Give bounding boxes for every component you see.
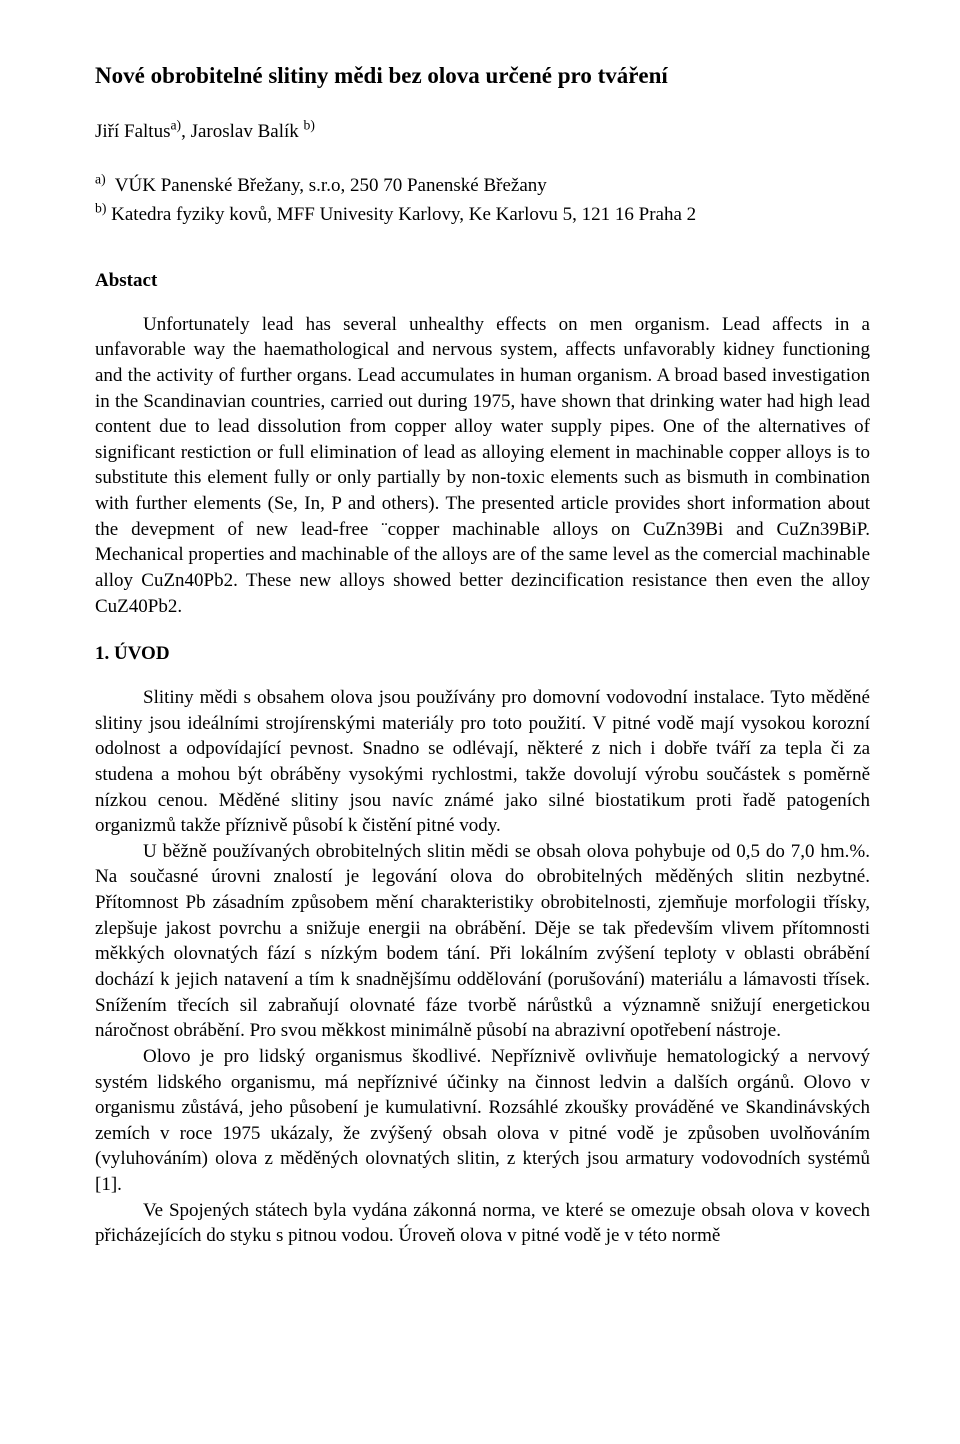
affiliation-b: b) Katedra fyziky kovů, MFF Univesity Ka… (95, 202, 870, 228)
affiliation-a: a) VÚK Panenské Břežany, s.r.o, 250 70 P… (95, 173, 870, 199)
abstract-heading: Abstact (95, 268, 870, 294)
abstract-text: Unfortunately lead has several unhealthy… (95, 312, 870, 620)
body-para-3: Olovo je pro lidský organismus škodlivé.… (95, 1044, 870, 1198)
body-para-1: Slitiny mědi s obsahem olova jsou použív… (95, 685, 870, 839)
body-para-2: U běžně používaných obrobitelných slitin… (95, 839, 870, 1044)
paper-authors: Jiří Faltusa), Jaroslav Balík b) (95, 119, 870, 145)
body-para-4: Ve Spojených státech byla vydána zákonná… (95, 1198, 870, 1249)
section-1-heading: 1. ÚVOD (95, 641, 870, 667)
paper-title: Nové obrobitelné slitiny mědi bez olova … (95, 60, 870, 91)
